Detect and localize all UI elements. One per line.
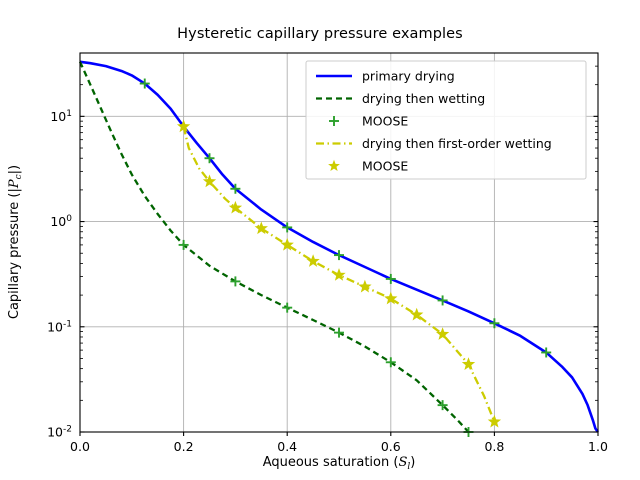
- x-tick-label: 0.6: [381, 439, 401, 454]
- marker-plus: [489, 318, 500, 329]
- legend-item: MOOSE: [329, 114, 408, 129]
- data-markers-layer: [139, 78, 552, 437]
- y-axis-title: Capillary pressure (|Pc|): [7, 165, 24, 319]
- x-axis-title: Aqueous saturation (Sl): [263, 455, 416, 472]
- legend-label: primary drying: [362, 69, 455, 84]
- legend-label: MOOSE: [362, 159, 408, 174]
- marker-plus: [334, 327, 344, 338]
- legend-label: drying then wetting: [362, 91, 485, 106]
- marker-star: [384, 291, 398, 305]
- marker-plus: [230, 183, 241, 194]
- legend-items: primary drying drying then wetting MOOSE dr…: [316, 69, 552, 174]
- marker-plus: [178, 239, 189, 250]
- marker-plus: [385, 357, 396, 368]
- marker-plus: [541, 347, 552, 358]
- x-tick-label: 0.0: [70, 439, 90, 454]
- legend-item: MOOSE: [328, 159, 408, 174]
- x-tick-label: 0.4: [277, 439, 297, 454]
- marker-plus: [437, 295, 448, 306]
- marker-star: [176, 119, 191, 133]
- marker-star: [410, 307, 424, 321]
- marker-plus: [282, 222, 293, 233]
- x-axis-ticks: 0.0 0.2 0.4 0.6 0.8 1.0: [70, 432, 608, 454]
- series-line: [78, 61, 470, 433]
- plot-frame: [79, 52, 599, 433]
- legend-item: drying then first-order wetting: [316, 136, 552, 151]
- marker-star: [358, 279, 372, 293]
- marker-star: [228, 200, 243, 214]
- y-tick-label: 10-1: [47, 319, 72, 334]
- legend-label: drying then first-order wetting: [362, 136, 552, 151]
- legend-marker-star-icon: [328, 159, 340, 172]
- y-tick-label: 10-2: [47, 425, 72, 440]
- x-tick-label: 0.8: [484, 439, 504, 454]
- chart-title: Hysteretic capillary pressure examples: [177, 26, 463, 42]
- marker-plus: [334, 250, 344, 261]
- marker-star: [280, 237, 294, 251]
- marker-plus: [282, 302, 293, 313]
- marker-star: [202, 174, 217, 188]
- x-tick-label: 1.0: [588, 439, 608, 454]
- marker-plus: [204, 153, 215, 164]
- y-tick-label: 101: [50, 109, 72, 124]
- marker-star: [487, 414, 502, 428]
- legend-box: [305, 60, 587, 180]
- legend[interactable]: primary drying drying then wetting MOOSE dr…: [305, 60, 587, 180]
- series-line: [79, 60, 600, 433]
- legend-item: drying then wetting: [316, 91, 485, 106]
- marker-plus: [139, 78, 150, 89]
- legend-marker-plus-icon: [329, 116, 339, 126]
- marker-plus: [437, 400, 448, 411]
- y-tick-label: 100: [50, 214, 72, 229]
- marker-plus: [230, 276, 241, 287]
- marker-star: [306, 254, 320, 267]
- marker-star: [435, 327, 450, 340]
- legend-label: MOOSE: [362, 114, 408, 129]
- marker-star: [332, 268, 346, 281]
- marker-star: [461, 357, 476, 370]
- marker-plus: [385, 273, 396, 284]
- x-tick-label: 0.2: [174, 439, 194, 454]
- marker-star: [254, 221, 268, 235]
- y-axis-ticks: 101 100 10-1 10-2: [47, 109, 598, 440]
- legend-item: primary drying: [316, 69, 455, 84]
